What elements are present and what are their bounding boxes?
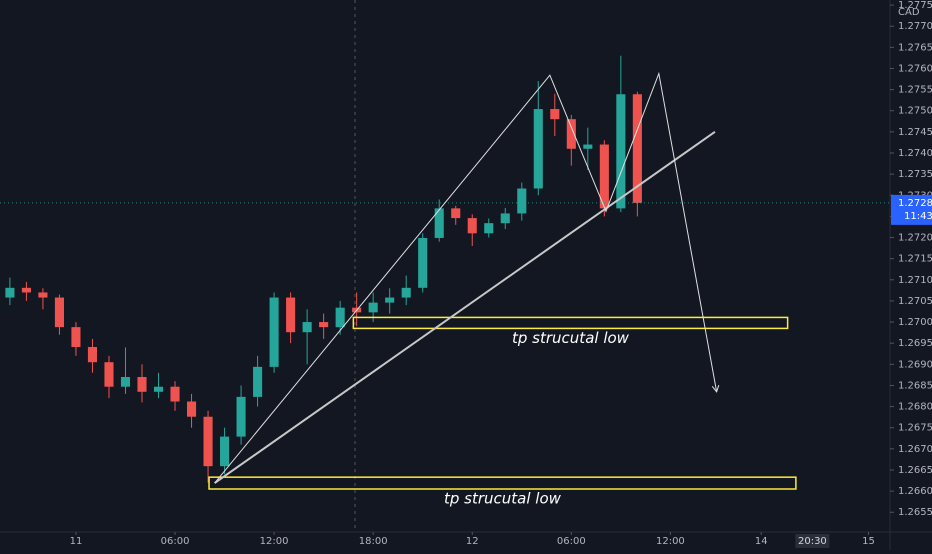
y-tick-label: 1.26950 — [898, 338, 932, 349]
zone-label: tp strucutal low — [512, 329, 630, 347]
y-tick-label: 1.26700 — [898, 444, 932, 455]
candle-body — [616, 94, 626, 209]
y-tick-label: 1.27450 — [898, 127, 932, 138]
candle-body — [319, 322, 329, 328]
x-tick-label: 14 — [755, 536, 768, 547]
candle-body — [517, 188, 527, 214]
x-tick-label: 12:00 — [656, 536, 685, 547]
last-price-box — [891, 194, 932, 225]
candle-body — [236, 396, 246, 437]
candle-body — [335, 307, 345, 328]
candle-body — [451, 208, 461, 219]
candle-body — [220, 436, 230, 467]
last-price-label: 1.27282 — [898, 198, 932, 209]
candle-body — [401, 287, 411, 298]
candle-body — [583, 144, 593, 149]
y-tick-label: 1.27650 — [898, 42, 932, 53]
candle-body — [368, 302, 378, 313]
candle-body — [253, 366, 263, 397]
crosshair-time-label: 20:30 — [798, 536, 827, 547]
y-tick-label: 1.27600 — [898, 63, 932, 74]
x-tick-label: 12:00 — [260, 536, 289, 547]
countdown-label: 11:43 — [904, 211, 932, 222]
candle-body — [418, 237, 428, 288]
zigzag — [214, 71, 718, 484]
candle-body — [87, 346, 98, 363]
y-tick-label: 1.27200 — [898, 233, 932, 244]
x-tick-label: 11 — [70, 536, 83, 547]
x-tick-label: 06:00 — [557, 536, 586, 547]
zigzag-arrowhead — [711, 384, 720, 393]
y-tick-label: 1.27050 — [898, 296, 932, 307]
candle-body — [533, 109, 543, 189]
y-tick-label: 1.26900 — [898, 359, 932, 370]
candle-body — [484, 223, 494, 234]
candle-body — [5, 287, 15, 298]
candle-body — [269, 297, 279, 367]
zone-box — [352, 316, 789, 330]
y-tick-label: 1.26600 — [898, 486, 932, 497]
zone-label: tp strucutal low — [444, 490, 562, 508]
candle-body — [153, 386, 164, 392]
candle-body — [21, 287, 31, 293]
y-tick-label: 1.26850 — [898, 380, 932, 391]
y-tick-label: 1.27400 — [898, 148, 932, 159]
candle-body — [385, 297, 395, 303]
y-tick-label: 1.27700 — [898, 21, 932, 32]
candle-body — [286, 297, 296, 333]
candle-body — [203, 416, 213, 467]
y-tick-label: 1.26750 — [898, 423, 932, 434]
y-tick-label: 1.27000 — [898, 317, 932, 328]
candle-body — [467, 218, 477, 234]
candle-body — [38, 292, 48, 298]
y-tick-label: 1.27150 — [898, 254, 932, 265]
y-tick-label: 1.27500 — [898, 106, 932, 117]
y-tick-label: 1.27550 — [898, 85, 932, 96]
candle-body — [120, 377, 131, 387]
y-tick-label: 1.26650 — [898, 465, 932, 476]
candle-body — [434, 208, 444, 238]
zone-box — [208, 476, 797, 490]
candle-body — [71, 327, 81, 347]
x-tick-label: 12 — [466, 536, 479, 547]
x-tick-label: 15 — [862, 536, 875, 547]
candle-body — [632, 94, 642, 203]
candle-body — [54, 297, 64, 328]
x-tick-label: 06:00 — [161, 536, 190, 547]
candle-body — [500, 213, 510, 224]
candle-body — [599, 144, 609, 209]
y-tick-label: 1.26550 — [898, 507, 932, 518]
candle-body — [302, 322, 312, 333]
candle-body — [170, 386, 180, 402]
currency-label: CAD — [898, 7, 920, 18]
y-tick-label: 1.27100 — [898, 275, 932, 286]
y-tick-label: 1.27750 — [898, 0, 932, 11]
candle-body — [137, 377, 147, 392]
candle-body — [566, 119, 576, 149]
y-tick-label: 1.26800 — [898, 402, 932, 413]
candle-body — [186, 401, 197, 417]
y-tick-label: 1.27350 — [898, 169, 932, 180]
x-tick-label: 18:00 — [359, 536, 388, 547]
crosshair-time-box — [795, 534, 830, 548]
candle-body — [104, 362, 114, 387]
trendline — [214, 131, 716, 484]
candle-body — [550, 109, 560, 120]
